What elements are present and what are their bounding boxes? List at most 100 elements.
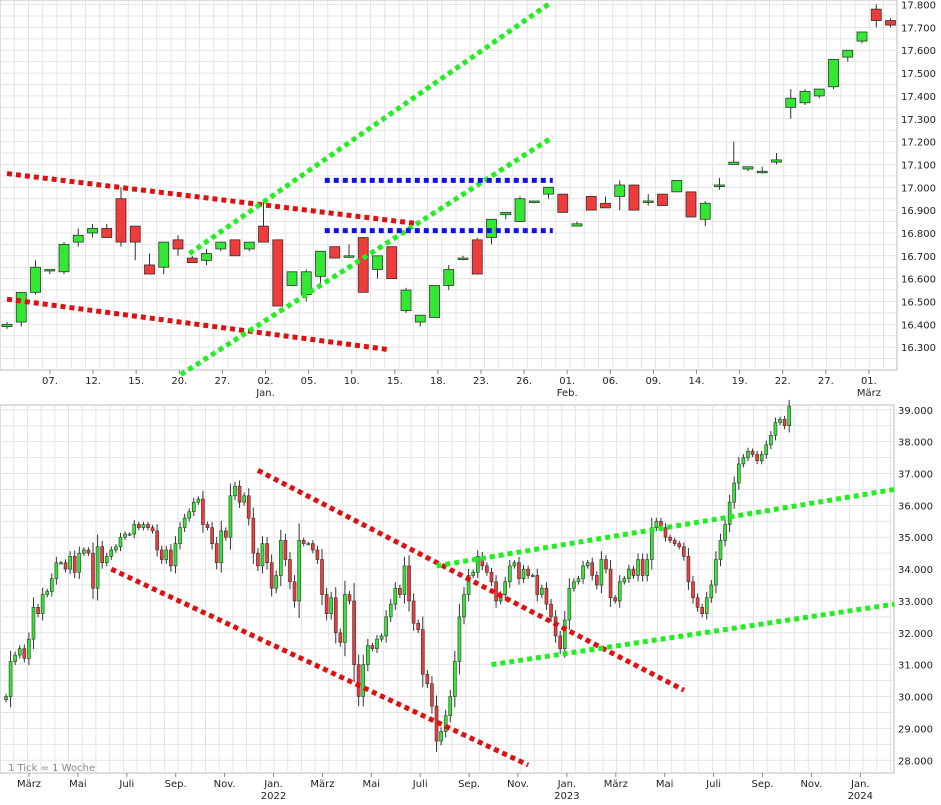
candle-body (526, 568, 530, 576)
candle-body (343, 255, 355, 258)
candle-body (567, 587, 572, 621)
candle-body (155, 530, 159, 551)
candle-body (315, 549, 320, 560)
candle-body (260, 543, 265, 567)
candle-body (535, 575, 540, 595)
candle-body (736, 463, 741, 484)
x-tick-label: 10. (344, 376, 360, 387)
x-tick-label: März (17, 779, 41, 790)
candle-body (182, 517, 187, 528)
y-tick-label: 17.300 (901, 115, 936, 126)
y-tick-label: 29.000 (898, 724, 933, 735)
candle-body (269, 562, 274, 589)
candle-body (425, 673, 430, 685)
candle-body (384, 616, 388, 637)
x-tick-label: 26. (516, 376, 532, 387)
candle-body (828, 58, 839, 88)
candle-body (755, 454, 759, 462)
candle-body (741, 457, 746, 465)
trendline (179, 134, 555, 377)
candle-body (599, 559, 604, 586)
candle-body (132, 524, 137, 535)
x-tick-label: 12. (85, 376, 101, 387)
x-tick-year-label: Jan. (255, 388, 275, 399)
x-tick-label: 02. (258, 376, 274, 387)
candle-body (315, 250, 326, 277)
candle-body (443, 269, 455, 286)
candle-body (485, 565, 489, 573)
candle-body (471, 239, 483, 275)
candle-body (91, 552, 95, 589)
x-tick-label: Sep. (165, 779, 187, 790)
candle-body (210, 527, 214, 544)
candle-body (72, 234, 84, 243)
candle-body (115, 198, 127, 243)
x-tick-year-label: 2024 (848, 791, 873, 802)
trendline (110, 566, 530, 768)
y-tick-label: 33.000 (898, 597, 933, 608)
candle-body (8, 661, 13, 697)
candle-body (718, 540, 723, 560)
candle-body (759, 454, 764, 462)
candle-body (59, 562, 63, 565)
candle-body (72, 556, 77, 573)
candle-body (571, 223, 583, 227)
candle-body (608, 568, 613, 599)
candle-body (699, 202, 711, 220)
candle-body (764, 444, 769, 455)
candle-body (636, 559, 640, 576)
candle-body (30, 266, 41, 293)
timeframe-note: 1 Tick = 1 Woche (8, 763, 95, 774)
candle-body (576, 578, 581, 583)
candle-body (500, 212, 512, 216)
candle-body (13, 654, 17, 662)
candle-body (141, 524, 146, 528)
x-tick-label: Sep. (458, 779, 480, 790)
candle-body (642, 200, 654, 203)
candle-body (27, 638, 31, 659)
candle-body (40, 594, 45, 614)
x-tick-label: Nov. (800, 779, 822, 790)
candle-body (471, 571, 475, 576)
x-tick-label: Juli (118, 779, 134, 790)
candle-body (356, 664, 361, 697)
candle-body (49, 578, 54, 592)
candle-body (572, 581, 576, 589)
candle-body (343, 594, 347, 643)
candle-body (233, 485, 237, 497)
candle-body (386, 246, 398, 280)
candle-body (714, 559, 718, 586)
x-tick-year-label: Feb. (557, 388, 578, 399)
candle-body (243, 241, 255, 250)
y-tick-label: 16.400 (901, 320, 936, 331)
candle-body (549, 603, 553, 618)
candle-body (286, 271, 298, 286)
candle-body (375, 638, 379, 650)
candle-body (169, 549, 173, 567)
candle-body (205, 524, 210, 528)
candle-body (361, 664, 366, 697)
x-tick-label: 23. (473, 376, 489, 387)
candle-body (333, 597, 338, 634)
candle-body (782, 419, 787, 427)
candle-body (671, 180, 683, 193)
candle-body (732, 482, 737, 503)
candle-body (186, 257, 198, 264)
candle-body (453, 661, 457, 697)
candle-body (159, 549, 164, 560)
candle-body (494, 581, 498, 602)
candle-body (191, 501, 196, 513)
candle-body (45, 591, 50, 595)
candle-body (101, 227, 113, 238)
candle-body (562, 619, 567, 650)
candle-body (144, 264, 155, 275)
candle-body (347, 594, 352, 602)
candle-body (557, 193, 569, 213)
candle-body (214, 543, 219, 564)
candle-body (540, 587, 544, 595)
x-tick-label: Juli (705, 779, 721, 790)
candle-body (785, 97, 797, 108)
candle-body (278, 540, 283, 576)
candle-body (528, 200, 540, 203)
